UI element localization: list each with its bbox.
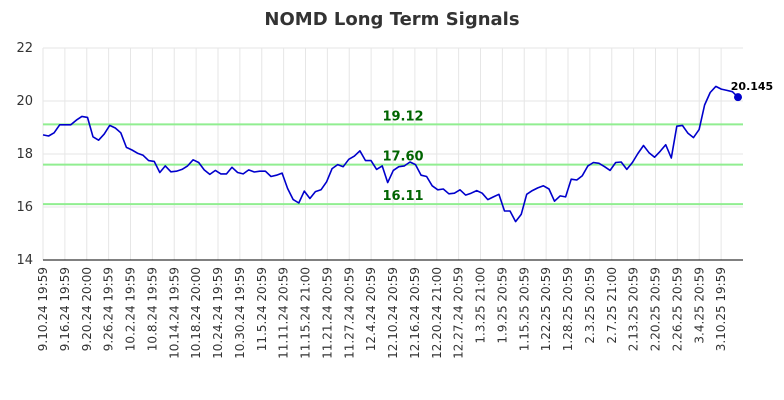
x-tick-label: 10.18.24 20:00 [189,267,203,359]
x-tick-label: 11.27.24 20:59 [342,267,356,359]
x-tick-label: 1.15.25 20:59 [517,267,531,351]
x-tick-label: 2.13.25 20:59 [627,267,641,351]
y-tick-label: 22 [16,41,33,56]
x-tick-label: 11.11.24 20:59 [277,267,291,359]
x-tick-label: 2.20.25 20:59 [649,267,663,351]
x-tick-label: 10.8.24 19:59 [145,267,159,351]
y-tick-label: 18 [16,147,33,162]
x-tick-label: 3.4.25 20:59 [692,267,706,344]
signal-level-label: 17.60 [382,150,423,165]
y-tick-label: 20 [16,94,33,109]
x-tick-label: 12.20.24 21:00 [430,267,444,359]
price-series [42,85,742,223]
x-tick-label: 10.24.24 19:59 [211,267,225,359]
grid [42,47,743,260]
x-tick-label: 10.30.24 19:59 [233,267,247,359]
x-tick-label: 10.2.24 19:59 [124,267,138,351]
x-tick-label: 2.26.25 20:59 [670,267,684,351]
y-tick-label: 16 [16,200,33,215]
price-line [42,85,739,223]
x-tick-label: 2.3.25 20:59 [583,267,597,344]
x-tick-label: 3.10.25 19:59 [714,267,728,351]
x-tick-label: 11.15.24 21:00 [299,267,313,359]
axes: 14 16 18 20 22 9.10.24 19:59 9.16.24 19:59 9.20… [16,41,743,359]
signal-levels [43,123,743,206]
signal-level-label: 19.12 [382,109,423,124]
x-tick-label: 12.10.24 20:59 [386,267,400,359]
x-tick-label: 11.5.24 20:59 [255,267,269,351]
x-tick-label: 12.27.24 20:59 [452,267,466,359]
last-price-label: 20.145 [731,80,773,93]
chart-title: NOMD Long Term Signals [264,9,519,30]
x-tick-label: 9.20.24 20:00 [80,267,94,351]
signal-level-label: 16.11 [382,189,423,204]
x-tick-label: 1.3.25 21:00 [474,267,488,344]
x-tick-label: 9.16.24 19:59 [58,267,72,351]
x-tick-label: 11.21.24 20:59 [320,267,334,359]
y-tick-label: 14 [16,253,33,268]
last-price-point [734,93,742,102]
x-tick-label: 1.9.25 20:59 [495,267,509,344]
x-tick-label: 10.14.24 19:59 [167,267,181,359]
x-tick-label: 2.7.25 21:00 [605,267,619,344]
x-tick-label: 1.28.25 20:59 [561,267,575,351]
x-tick-label: 12.4.24 20:59 [364,267,378,351]
x-tick-label: 1.22.25 20:59 [539,267,553,351]
x-tick-label: 12.16.24 20:59 [408,267,422,359]
labels: 19.12 17.60 16.11 20.145 [382,80,773,204]
x-tick-label: 9.26.24 19:59 [102,267,116,351]
x-tick-label: 9.10.24 19:59 [36,267,50,351]
